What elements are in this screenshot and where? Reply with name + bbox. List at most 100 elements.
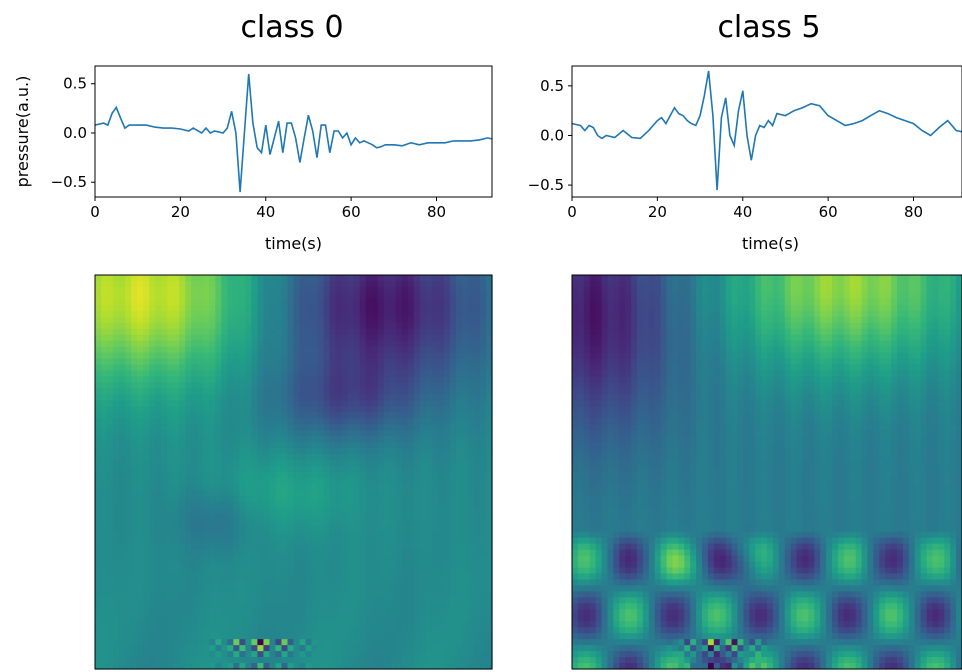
heatmap-cell bbox=[239, 627, 246, 634]
heatmap-cell bbox=[149, 615, 156, 622]
heatmap-cell bbox=[843, 280, 851, 288]
heatmap-cell bbox=[107, 477, 114, 485]
heatmap-cell bbox=[233, 322, 240, 330]
heatmap-cell bbox=[371, 573, 379, 581]
heatmap-cell bbox=[113, 430, 120, 437]
heatmap-cell bbox=[425, 645, 433, 652]
heatmap-cell bbox=[239, 310, 246, 318]
heatmap-cell bbox=[131, 501, 138, 509]
heatmap-cell bbox=[413, 615, 421, 622]
heatmap-cell bbox=[293, 657, 301, 664]
heatmap-cell bbox=[287, 364, 295, 372]
heatmap-cell bbox=[311, 388, 319, 395]
heatmap-cell bbox=[383, 513, 391, 521]
heatmap-cell bbox=[725, 310, 733, 318]
heatmap-cell bbox=[251, 663, 259, 670]
heatmap-cell bbox=[437, 627, 445, 634]
heatmap-cell bbox=[125, 633, 132, 640]
heatmap-cell bbox=[239, 621, 246, 628]
heatmap-cell bbox=[131, 275, 138, 282]
heatmap-cell bbox=[479, 412, 487, 419]
heatmap-cell bbox=[185, 657, 192, 664]
heatmap-cell bbox=[149, 448, 156, 455]
heatmap-cell bbox=[389, 346, 397, 354]
heatmap-cell bbox=[648, 298, 656, 306]
heatmap-cell bbox=[577, 280, 585, 288]
heatmap-cell bbox=[449, 609, 457, 616]
heatmap-cell bbox=[263, 507, 271, 515]
heatmap-cell bbox=[443, 621, 451, 628]
heatmap-cell bbox=[359, 585, 367, 592]
heatmap-cell bbox=[125, 567, 132, 575]
heatmap-cell bbox=[377, 382, 385, 390]
heatmap-cell bbox=[413, 436, 421, 443]
heatmap-cell bbox=[389, 489, 397, 497]
heatmap-cell bbox=[329, 663, 337, 670]
heatmap-cell bbox=[347, 579, 355, 587]
heatmap-cell bbox=[143, 376, 150, 384]
heatmap-cell bbox=[323, 376, 331, 384]
heatmap-cell bbox=[395, 597, 403, 604]
heatmap-cell bbox=[389, 472, 397, 479]
heatmap-cell bbox=[197, 448, 204, 455]
heatmap-cell bbox=[341, 280, 349, 288]
heatmap-cell bbox=[317, 406, 325, 413]
heatmap-cell bbox=[485, 519, 493, 527]
heatmap-cell bbox=[437, 286, 445, 294]
heatmap-cell bbox=[137, 310, 144, 318]
heatmap-cell bbox=[577, 298, 585, 306]
heatmap-cell bbox=[203, 460, 210, 467]
heatmap-cell bbox=[143, 573, 150, 581]
heatmap-cell bbox=[389, 627, 397, 634]
heatmap-cell bbox=[431, 663, 439, 670]
heatmap-cell bbox=[311, 531, 319, 539]
x-axis-label: time(s) bbox=[742, 234, 799, 253]
heatmap-cell bbox=[473, 388, 481, 395]
heatmap-cell bbox=[149, 657, 156, 664]
heatmap-cell bbox=[299, 460, 307, 467]
heatmap-cell bbox=[101, 364, 108, 372]
heatmap-cell bbox=[395, 388, 403, 395]
heatmap-cell bbox=[233, 651, 240, 658]
heatmap-cell bbox=[413, 466, 421, 473]
heatmap-cell bbox=[595, 304, 603, 312]
heatmap-cell bbox=[335, 501, 343, 509]
heatmap-cell bbox=[449, 663, 457, 670]
heatmap-cell bbox=[371, 645, 379, 652]
heatmap-cell bbox=[389, 507, 397, 515]
heatmap-cell bbox=[467, 382, 475, 390]
heatmap-cell bbox=[293, 280, 301, 288]
heatmap-cell bbox=[317, 430, 325, 437]
heatmap-cell bbox=[287, 537, 295, 545]
heatmap-cell bbox=[425, 382, 433, 390]
heatmap-cell bbox=[473, 460, 481, 467]
heatmap-cell bbox=[119, 382, 126, 390]
heatmap-cell bbox=[341, 537, 349, 545]
heatmap-cell bbox=[359, 316, 367, 324]
heatmap-cell bbox=[389, 412, 397, 419]
heatmap-cell bbox=[287, 406, 295, 413]
heatmap-cell bbox=[311, 442, 319, 449]
heatmap-cell bbox=[221, 430, 228, 437]
heatmap-cell bbox=[119, 286, 126, 294]
heatmap-cell bbox=[209, 507, 216, 515]
heatmap-cell bbox=[443, 645, 451, 652]
heatmap-cell bbox=[365, 304, 373, 312]
heatmap-cell bbox=[353, 346, 361, 354]
heatmap-cell bbox=[203, 513, 210, 521]
heatmap-cell bbox=[167, 322, 174, 330]
heatmap-cell bbox=[431, 519, 439, 527]
heatmap-cell bbox=[299, 412, 307, 419]
heatmap-cell bbox=[281, 621, 289, 628]
heatmap-cell bbox=[401, 370, 409, 378]
heatmap-cell bbox=[467, 543, 475, 551]
heatmap-cell bbox=[221, 657, 228, 664]
heatmap-cell bbox=[371, 454, 379, 461]
heatmap-cell bbox=[137, 537, 144, 545]
heatmap-cell bbox=[383, 549, 391, 557]
heatmap-cell bbox=[149, 352, 156, 360]
heatmap-cell bbox=[329, 657, 337, 664]
heatmap-cell bbox=[826, 322, 833, 330]
heatmap-cell bbox=[707, 275, 715, 282]
heatmap-cell bbox=[814, 316, 821, 324]
